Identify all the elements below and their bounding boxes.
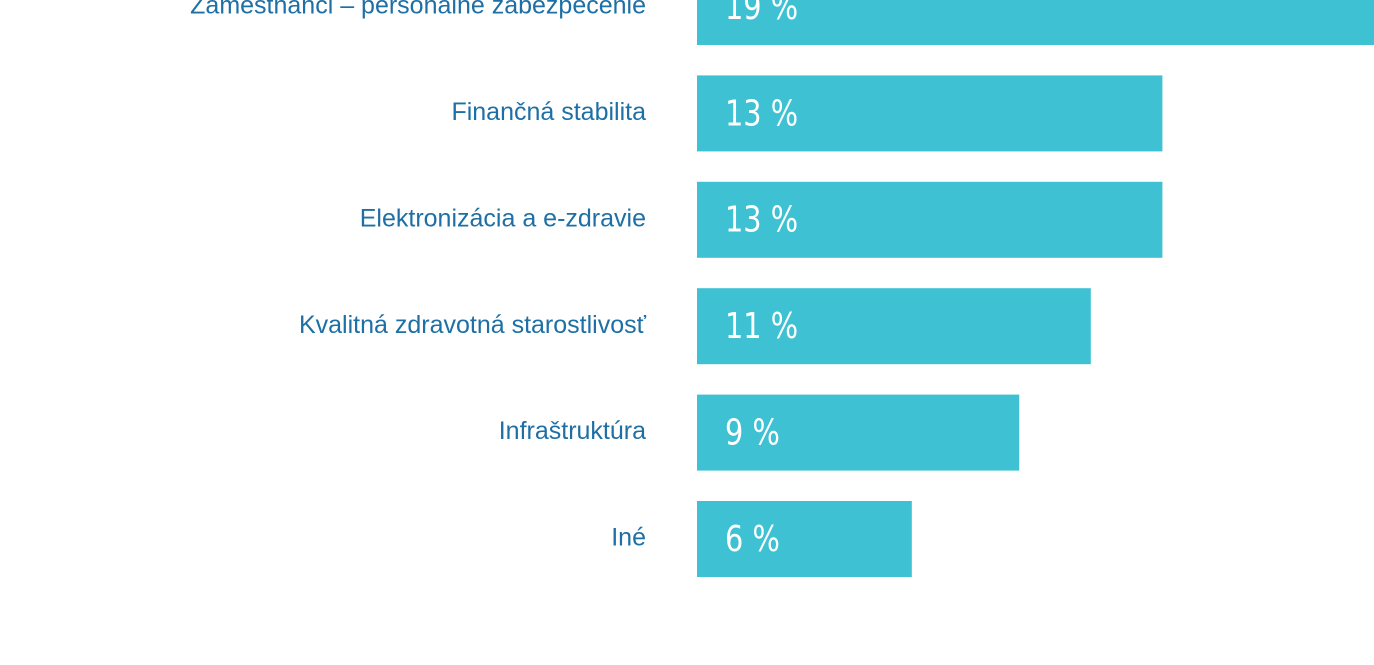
value-label: 19 %: [725, 0, 798, 28]
bar: [697, 75, 1163, 152]
value-label: 6 %: [725, 518, 780, 560]
category-label: Kvalitná zdravotná starostlivosť: [299, 311, 647, 339]
bar: [697, 181, 1163, 258]
category-label: Finančná stabilita: [451, 98, 646, 126]
bar: [697, 501, 912, 577]
value-label: 13 %: [725, 199, 798, 241]
category-label: Infraštruktúra: [499, 417, 646, 445]
value-label: 13 %: [725, 92, 798, 134]
value-label: 9 %: [725, 411, 780, 453]
category-label: Zamestnanci – personálne zabezpečenie: [190, 0, 646, 20]
category-label: Iné: [611, 524, 646, 552]
bar: [697, 0, 1374, 45]
category-label: Elektronizácia a e-zdravie: [360, 204, 646, 232]
bar: [697, 394, 1020, 471]
bar: [697, 288, 1091, 365]
value-label: 11 %: [725, 305, 798, 347]
